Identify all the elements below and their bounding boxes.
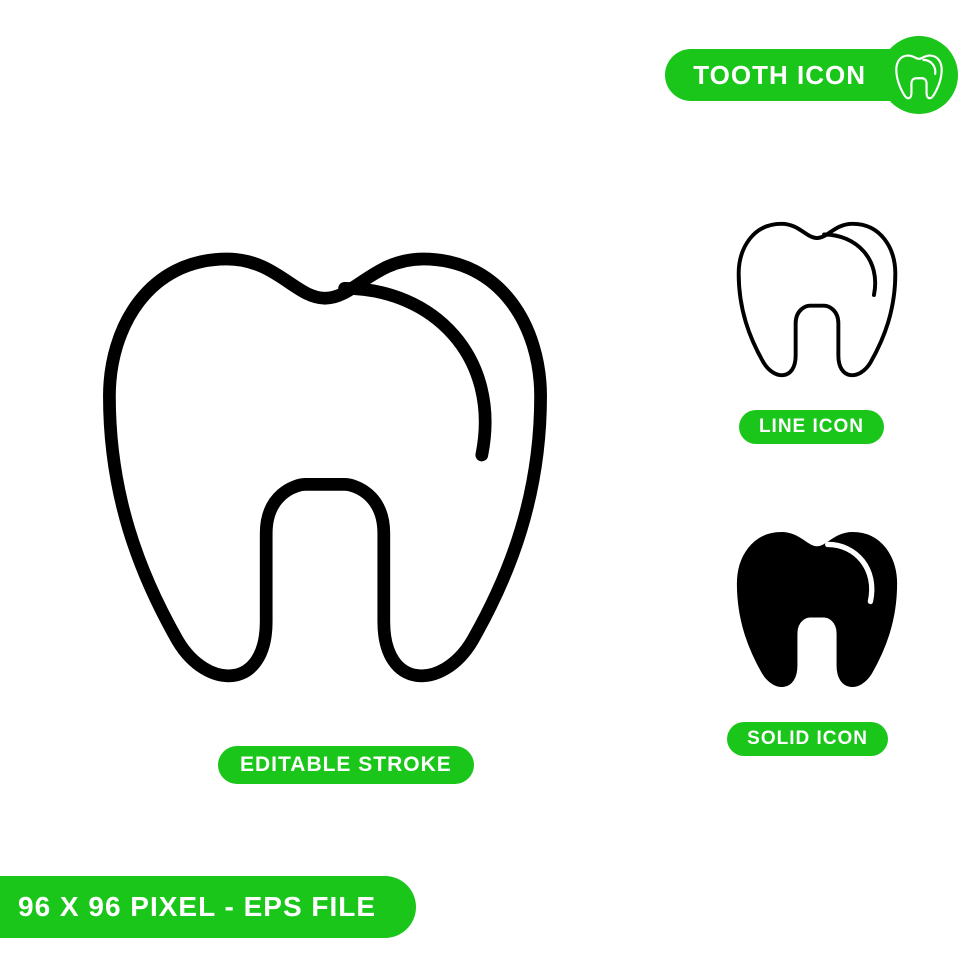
main-tooth-icon <box>80 210 570 700</box>
solid-icon-text: SOLID ICON <box>747 728 868 750</box>
solid-tooth-icon <box>728 516 906 694</box>
title-text: TOOTH ICON <box>693 60 866 91</box>
tooth-icon <box>728 206 906 384</box>
tooth-icon <box>728 516 906 694</box>
line-icon-label: LINE ICON <box>739 410 884 444</box>
line-icon-text: LINE ICON <box>759 416 864 438</box>
tooth-icon <box>892 48 946 102</box>
tooth-icon <box>80 210 570 700</box>
editable-stroke-label: EDITABLE STROKE <box>218 746 474 784</box>
footer-text: 96 X 96 PIXEL - EPS FILE <box>18 891 376 923</box>
solid-icon-label: SOLID ICON <box>727 722 888 756</box>
line-tooth-icon <box>728 206 906 384</box>
title-badge: TOOTH ICON <box>665 36 958 114</box>
editable-stroke-text: EDITABLE STROKE <box>240 753 452 777</box>
title-icon-circle <box>880 36 958 114</box>
footer-bar: 96 X 96 PIXEL - EPS FILE <box>0 876 416 938</box>
